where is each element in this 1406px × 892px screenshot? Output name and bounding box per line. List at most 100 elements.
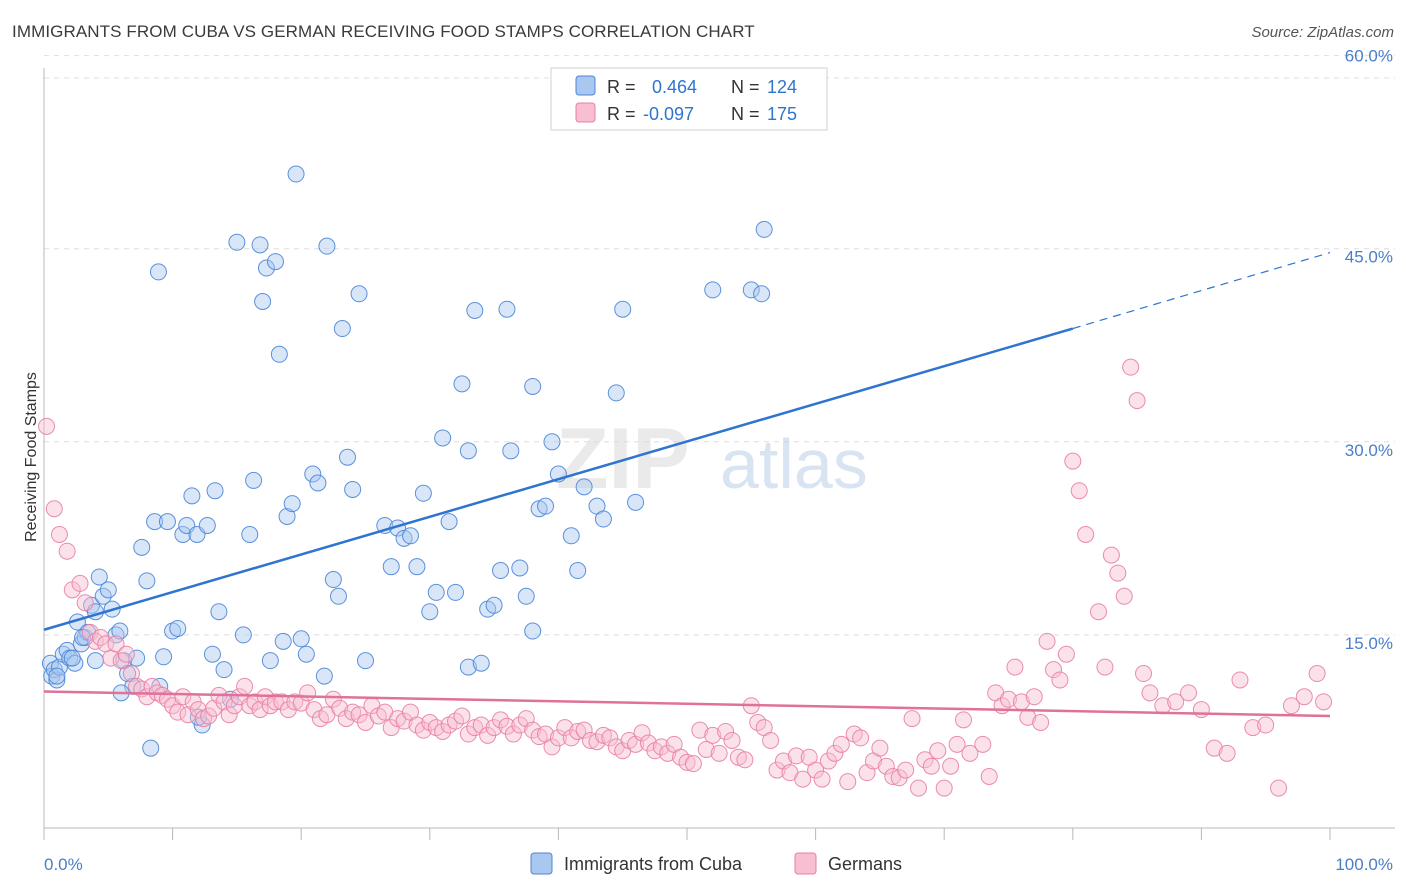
stats-legend-box (550, 67, 828, 131)
point-germans-120 (762, 731, 780, 749)
y-tick-45: 45.0% (1345, 248, 1393, 267)
point-germans-163 (1045, 661, 1063, 679)
point-germans-189 (1295, 688, 1313, 706)
point-germans-40 (251, 701, 269, 719)
point-cuba-90 (498, 300, 516, 318)
point-cuba-80 (427, 583, 445, 601)
point-cuba-43 (215, 661, 233, 679)
point-germans-184 (1231, 671, 1249, 689)
trend-line-cuba-extension (1072, 252, 1331, 330)
point-germans-145 (922, 757, 940, 775)
point-cuba-46 (234, 626, 252, 644)
point-cuba-79 (421, 603, 439, 621)
point-cuba-39 (198, 516, 216, 534)
point-germans-130 (826, 744, 844, 762)
point-germans-183 (1218, 744, 1236, 762)
point-germans-161 (1032, 713, 1050, 731)
point-cuba-70 (350, 285, 368, 303)
point-germans-111 (704, 726, 722, 744)
point-germans-109 (691, 721, 709, 739)
point-germans-124 (787, 747, 805, 765)
point-cuba-96 (537, 497, 555, 515)
point-cuba-92 (511, 559, 529, 577)
point-germans-175 (1128, 392, 1146, 410)
point-germans-88 (556, 719, 574, 737)
point-cuba-105 (614, 300, 632, 318)
point-cuba-50 (254, 292, 272, 310)
y-tick-15: 15.0% (1345, 634, 1393, 653)
point-cuba-65 (324, 571, 342, 589)
point-germans-75 (472, 716, 490, 734)
point-germans-166 (1064, 452, 1082, 470)
point-cuba-8 (66, 654, 84, 672)
points-immigrants-from-cuba (41, 165, 773, 757)
stats-n-value-germans: 175 (767, 104, 797, 124)
point-cuba-84 (453, 375, 471, 393)
point-cuba-47 (241, 525, 259, 543)
point-germans-6 (76, 594, 94, 612)
stats-r-label-cuba: R = (607, 77, 636, 97)
point-germans-37 (236, 677, 254, 695)
point-cuba-59 (292, 630, 310, 648)
point-cuba-60 (297, 645, 315, 663)
point-germans-103 (652, 738, 670, 756)
point-germans-63 (395, 712, 413, 730)
y-tick-labels: 15.0% 30.0% 45.0% (1345, 248, 1393, 653)
point-cuba-78 (414, 484, 432, 502)
point-germans-81 (511, 716, 529, 734)
point-cuba-77 (408, 558, 426, 576)
point-cuba-55 (274, 632, 292, 650)
point-germans-89 (562, 729, 580, 747)
point-cuba-117 (48, 667, 66, 685)
point-germans-185 (1244, 719, 1262, 737)
point-germans-14 (117, 645, 135, 663)
point-germans-93 (588, 733, 606, 751)
point-cuba-104 (607, 384, 625, 402)
point-germans-191 (1315, 693, 1333, 711)
point-cuba-64 (318, 237, 336, 255)
point-germans-46 (286, 693, 304, 711)
point-germans-179 (1167, 693, 1185, 711)
point-cuba-20 (111, 622, 129, 640)
point-cuba-34 (174, 525, 192, 543)
point-germans-116 (736, 751, 754, 769)
point-cuba-3 (48, 671, 66, 689)
point-germans-157 (1006, 658, 1024, 676)
point-germans-12 (107, 635, 125, 653)
point-germans-182 (1205, 739, 1223, 757)
point-cuba-26 (138, 572, 156, 590)
point-germans-143 (909, 779, 927, 797)
point-germans-53 (331, 699, 349, 717)
point-germans-72 (453, 707, 471, 725)
point-germans-2 (50, 525, 68, 543)
point-cuba-31 (158, 513, 176, 531)
point-cuba-76 (402, 527, 420, 545)
point-cuba-32 (164, 622, 182, 640)
point-cuba-101 (575, 478, 593, 496)
legend-swatch-cuba (530, 852, 553, 875)
stats-legend: R = 0.464 N = 124 R = -0.097 N = 175 (550, 67, 828, 131)
point-cuba-27 (142, 739, 160, 757)
point-cuba-54 (270, 345, 288, 363)
point-germans-52 (324, 690, 342, 708)
point-cuba-29 (149, 263, 167, 281)
point-cuba-66 (329, 587, 347, 605)
point-cuba-69 (344, 480, 362, 498)
watermark-atlas: atlas (720, 425, 868, 503)
point-germans-7 (81, 623, 99, 641)
point-cuba-51 (257, 259, 275, 277)
point-cuba-113 (524, 622, 542, 640)
legend-label-germans: Germans (828, 854, 902, 874)
point-cuba-57 (283, 495, 301, 513)
point-germans-188 (1282, 697, 1300, 715)
point-cuba-81 (434, 429, 452, 447)
point-cuba-49 (251, 236, 269, 254)
point-cuba-15 (90, 568, 108, 586)
point-cuba-106 (627, 493, 645, 511)
point-cuba-56 (278, 507, 296, 525)
point-germans-176 (1135, 665, 1153, 683)
point-germans-138 (877, 757, 895, 775)
point-germans-24 (169, 703, 187, 721)
point-cuba-25 (133, 538, 151, 556)
